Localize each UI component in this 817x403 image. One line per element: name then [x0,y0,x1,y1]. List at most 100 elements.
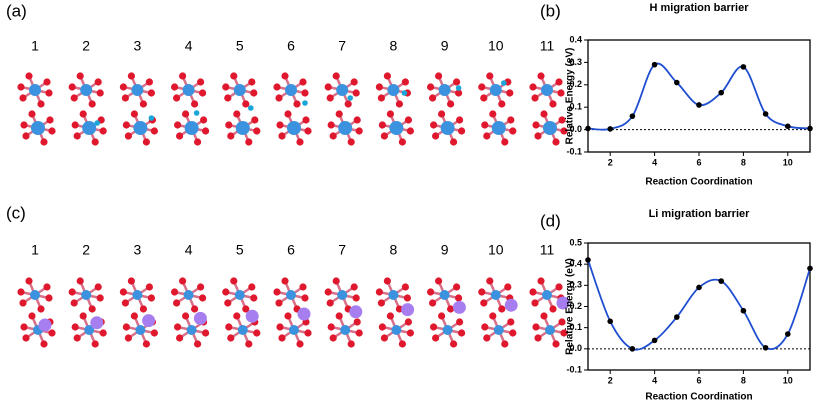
metal-atom [491,121,506,135]
h-atom [401,90,408,96]
oxygen-atom [194,138,202,146]
oxygen-atom [324,83,332,91]
oxygen-atom [299,283,307,291]
oxygen-atom [329,334,337,342]
oxygen-atom [273,83,281,91]
oxygen-atom [197,78,205,86]
oxygen-atom [332,277,340,285]
metal-atom [29,84,41,96]
oxygen-atom [68,83,76,91]
oxygen-atom [540,312,548,320]
metal-atom [30,290,40,300]
oxygen-atom [20,323,28,331]
frame-number: 6 [287,242,295,258]
oxygen-atom [555,78,563,86]
data-point [696,102,702,108]
oxygen-atom [498,305,506,313]
x-tick-label: 4 [652,157,657,167]
metal-atom [182,84,195,96]
y-tick-label: 0.2 [569,79,582,89]
oxygen-atom [481,121,489,129]
x-tick-label: 10 [783,157,793,167]
plot-frame [587,39,811,153]
y-axis-label: Relative Energy (eV) [565,258,576,355]
oxygen-atom [17,288,25,296]
oxygen-atom [43,78,51,86]
frame-number: 9 [441,242,449,258]
oxygen-atom [124,334,132,342]
oxygen-atom [458,329,466,337]
metal-atom [340,325,351,335]
oxygen-atom [327,323,335,331]
oxygen-atom [182,110,190,118]
h-atom [302,100,308,106]
oxygen-atom [224,94,232,102]
oxygen-atom [435,277,443,285]
oxygen-atom [199,89,207,97]
oxygen-atom [250,89,258,97]
oxygen-atom [447,305,455,313]
oxygen-atom [355,329,363,337]
oxygen-atom [395,305,403,313]
y-tick-label: -0.1 [566,146,582,156]
data-point [785,331,791,337]
li-atom [401,303,415,317]
oxygen-atom [139,100,147,108]
oxygen-atom [225,323,233,331]
oxygen-atom [253,329,261,337]
oxygen-atom [347,138,355,146]
oxygen-atom [534,334,542,342]
curve [587,259,811,351]
oxygen-atom [558,116,566,124]
y-tick-label: 0.4 [569,34,582,44]
oxygen-atom [483,132,491,140]
metal-atom [541,84,553,96]
oxygen-atom [130,110,138,118]
oxygen-atom [404,116,412,124]
metal-atom [237,325,248,335]
oxygen-atom [537,277,545,285]
li-atom [452,300,466,314]
oxygen-atom [438,312,446,320]
frame-number: 1 [31,38,39,54]
oxygen-atom [91,340,99,348]
chart-title: Li migration barrier [649,208,751,220]
oxygen-atom [501,138,509,146]
metal-atom [545,325,555,335]
oxygen-atom [99,329,107,337]
oxygen-atom [225,121,233,129]
h-atom [501,80,507,86]
oxygen-atom [273,288,281,296]
oxygen-atom [324,288,332,296]
oxygen-atom [335,312,343,320]
frame-number: 5 [236,242,244,258]
oxygen-atom [48,127,56,135]
frame-number: 11 [540,242,555,258]
oxygen-atom [194,340,202,348]
oxygen-atom [296,138,304,146]
oxygen-atom [558,318,566,326]
y-tick-label: -0.1 [566,364,582,374]
data-point [807,125,813,132]
oxygen-atom [438,110,446,118]
oxygen-atom [481,323,489,331]
oxygen-atom [145,283,153,291]
frame-number: 8 [390,242,398,258]
oxygen-atom [20,121,28,129]
x-tick-label: 6 [696,157,701,167]
oxygen-atom [350,78,358,86]
oxygen-atom [224,299,232,307]
frame-number: 6 [287,38,295,54]
oxygen-atom [386,110,394,118]
oxygen-atom [37,100,45,108]
oxygen-atom [534,132,542,140]
oxygen-atom [91,138,99,146]
oxygen-atom [435,72,443,80]
x-tick-label: 8 [741,375,746,385]
metal-atom [235,121,250,135]
oxygen-atom [68,288,76,296]
oxygen-atom [478,83,486,91]
oxygen-atom [227,334,235,342]
oxygen-atom [549,100,557,108]
oxygen-atom [245,340,253,348]
